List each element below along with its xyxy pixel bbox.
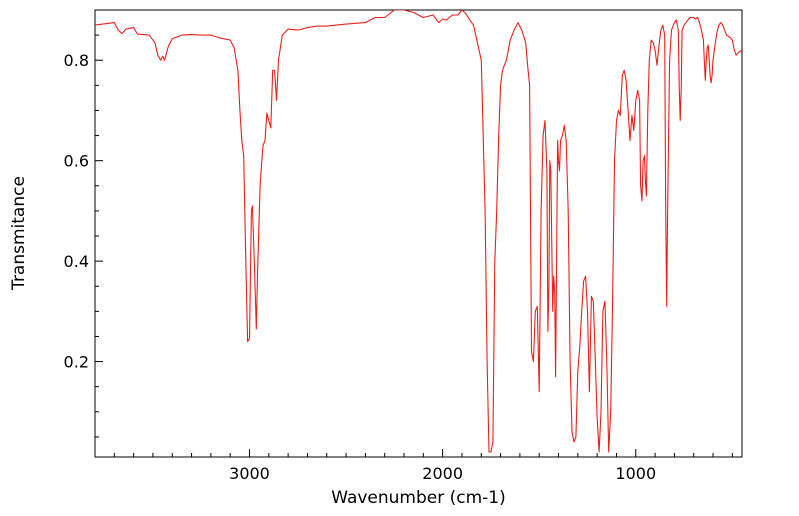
plot-frame (94, 9, 743, 458)
x-tick-label: 2000 (422, 464, 463, 483)
x-tick-label: 1000 (615, 464, 656, 483)
tick-layer: 3000 2000 1000 0.2 0.4 0.6 0.8 (64, 34, 733, 483)
plot-layer (94, 9, 743, 458)
y-tick-label: 0.4 (64, 252, 89, 271)
y-tick-label: 0.6 (64, 152, 89, 171)
x-tick-label: 3000 (229, 464, 270, 483)
x-axis-title: Wavenumber (cm-1) (331, 488, 506, 508)
y-axis-title: Transmitance (9, 176, 29, 291)
y-tick-label: 0.8 (64, 51, 89, 70)
y-tick-label: 0.2 (64, 353, 89, 372)
series-line-0 (95, 10, 742, 453)
